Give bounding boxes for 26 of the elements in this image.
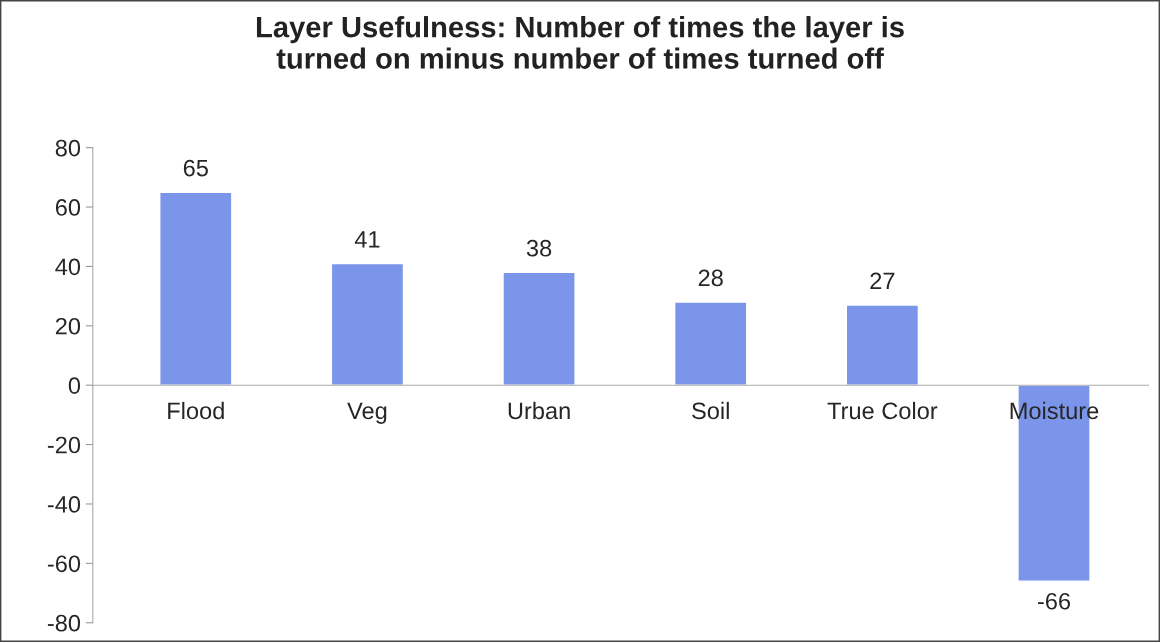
y-tick-label: -40 <box>47 496 81 513</box>
y-tick-label: 40 <box>55 258 81 276</box>
x-tick-label: Veg <box>347 402 387 424</box>
x-tick-label: True Color <box>827 401 938 420</box>
y-tick-label: -20 <box>47 436 81 454</box>
data-label: -66 <box>1037 592 1071 610</box>
y-tick-label: -80 <box>47 614 81 632</box>
data-label: 27 <box>870 272 895 290</box>
y-tick-label: 0 <box>68 377 81 394</box>
data-label: 41 <box>354 231 380 248</box>
bar <box>159 191 233 386</box>
data-label: 28 <box>698 269 723 287</box>
x-tick-label: Soil <box>692 401 729 420</box>
bar <box>502 271 576 386</box>
bar <box>330 262 405 386</box>
y-tick-label: 20 <box>55 317 81 335</box>
data-label: 65 <box>183 159 208 177</box>
y-tick-label: 80 <box>55 139 81 157</box>
data-label: 38 <box>526 239 552 257</box>
y-tick-label: 60 <box>55 199 81 216</box>
y-tick-label: -60 <box>47 555 81 573</box>
chart-title: Layer Usefulness: Number of times the layer is turned on minus number of times turned off <box>256 16 904 69</box>
x-tick-label: Flood <box>168 401 224 420</box>
bar <box>845 304 920 386</box>
bar <box>673 301 748 386</box>
x-tick-label: Urban <box>508 401 570 420</box>
